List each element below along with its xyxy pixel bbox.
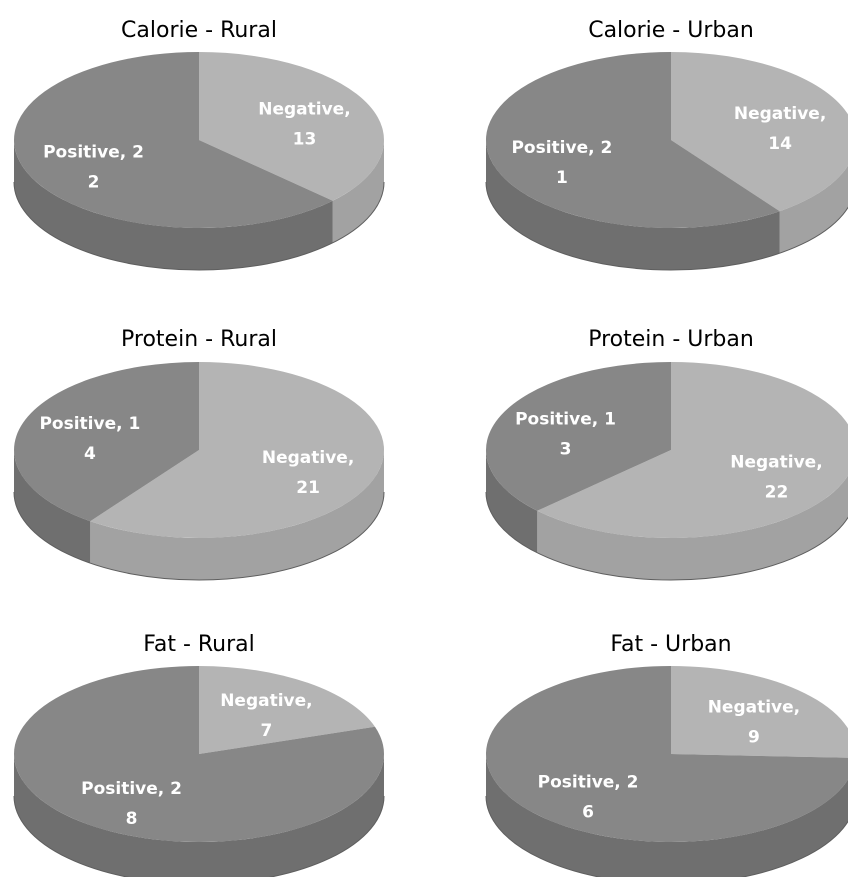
side-rim [485,181,848,271]
pie-side-walls [485,754,848,877]
pie-side-walls [13,450,385,581]
slice-positive [485,666,848,842]
side-positive [486,754,848,877]
slice-label-negative: Negative, 7 [220,691,312,741]
slice-negative [537,362,848,538]
slice-negative [199,52,384,201]
side-negative [537,475,848,580]
side-rim [13,795,385,877]
side-negative [332,140,384,243]
chart-title: Calorie - Urban [588,18,754,43]
slice-negative [671,666,848,758]
chart-title: Protein - Rural [121,327,277,352]
slice-positive [485,51,780,229]
side-rim [13,491,385,581]
pie-protein-urban: Negative, 22 Positive, 1 3 Protein - Urban [485,327,848,581]
pie-fat-rural: Negative, 7 Positive, 2 8 Fat - Rural [13,632,385,877]
slice-positive [13,51,333,229]
side-positive [14,754,384,877]
side-positive [14,450,91,564]
slice-negative [671,52,848,212]
side-rim [13,181,385,271]
side-positive [486,140,780,270]
slice-negative [199,665,375,754]
chart-title: Fat - Rural [143,632,255,657]
chart-title: Fat - Urban [610,632,731,657]
pie-side-walls [13,140,385,271]
side-positive [486,450,538,553]
pie-fat-urban: Negative, 9 Positive, 2 6 Fat - Urban [485,632,848,877]
chart-title: Protein - Urban [588,327,754,352]
side-negative [90,450,384,580]
pie-side-walls [485,450,848,581]
slice-positive [14,666,385,842]
pie-protein-rural: Negative, 21 Positive, 1 4 Protein - Rural [13,327,385,581]
pie-calorie-rural: Negative, 13 Positive, 2 2 Calorie - Rural [13,18,385,271]
pie-side-walls [13,754,385,877]
slice-label-negative: Negative, 21 [262,448,354,498]
slice-positive [486,362,671,511]
slice-label-negative: Negative, 9 [708,697,800,747]
chart-title: Calorie - Rural [121,18,277,43]
slice-negative [90,362,385,538]
side-positive [14,140,333,270]
side-negative [779,165,848,254]
slice-label-negative: Negative, 22 [730,452,822,502]
slice-label-negative: Negative, 14 [734,104,826,154]
side-rim [485,491,848,581]
pie-calorie-urban: Negative, 14 Positive, 2 1 Calorie - Urban [485,18,848,271]
side-rim [485,795,848,877]
slice-label-negative: Negative, 13 [258,100,350,150]
slice-positive [14,362,199,522]
pie-side-walls [485,140,848,271]
